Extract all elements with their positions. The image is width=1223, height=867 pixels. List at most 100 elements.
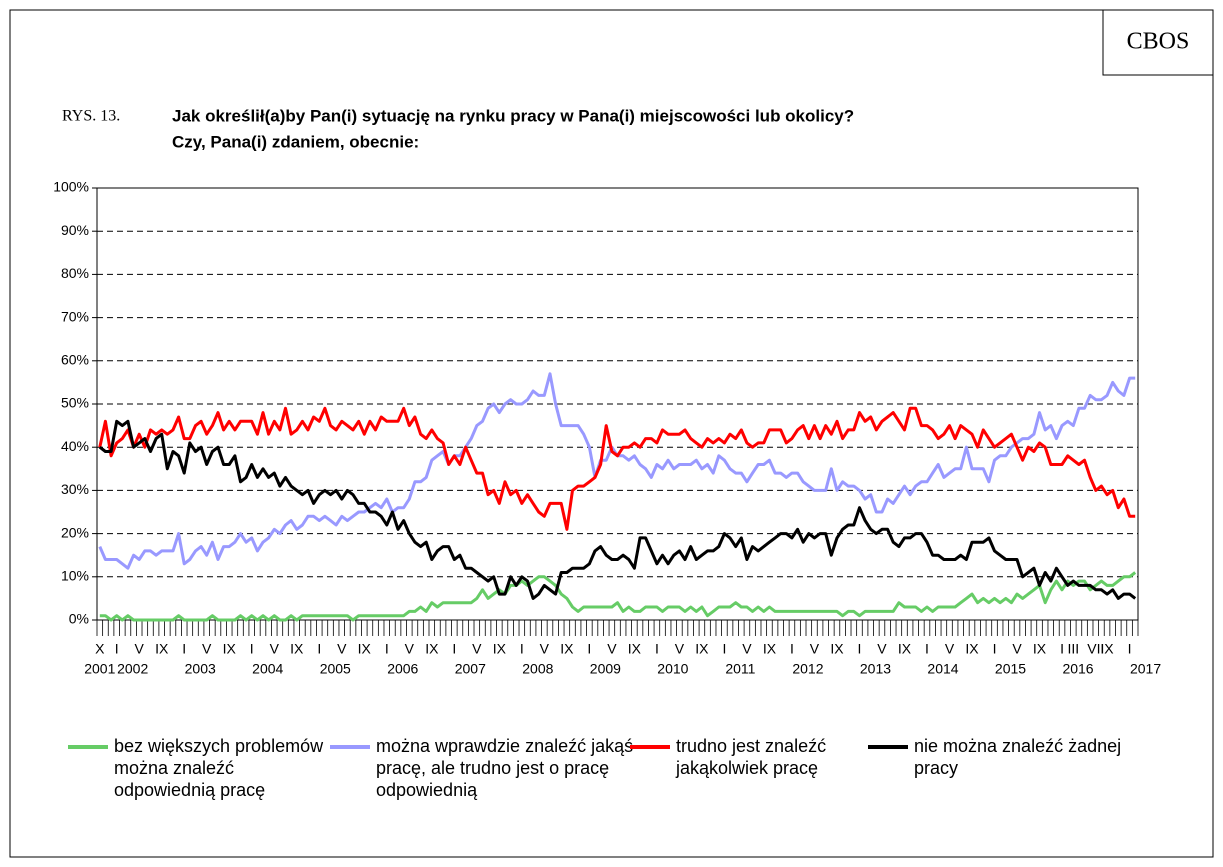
x-year-label: 2004 (252, 661, 283, 677)
x-tick-label: I (1128, 641, 1132, 657)
legend-item: nie można znaleźć żadnej pracy (868, 735, 1134, 779)
y-tick-label: 90% (61, 222, 89, 238)
y-tick-label: 0% (69, 611, 89, 627)
x-tick-label: IX (628, 641, 642, 657)
x-tick-label: X (95, 641, 105, 657)
x-year-label: 2006 (387, 661, 418, 677)
legend-item: trudno jest znaleźć jakąkolwiek pracę (630, 735, 906, 779)
x-tick-label: IX (493, 641, 507, 657)
x-tick-label: VII (1087, 641, 1104, 657)
x-tick-label: IX (898, 641, 912, 657)
x-year-label: 2014 (927, 661, 958, 677)
x-year-label: 2012 (792, 661, 823, 677)
x-tick-label: I (520, 641, 524, 657)
y-tick-label: 40% (61, 438, 89, 454)
y-tick-label: 50% (61, 395, 89, 411)
x-tick-label: I (790, 641, 794, 657)
x-tick-label: V (877, 641, 887, 657)
x-tick-label: I (115, 641, 119, 657)
legend-label: bez większych problemów można znaleźć od… (114, 736, 324, 800)
x-tick-label: I (858, 641, 862, 657)
x-tick-label: IX (1033, 641, 1047, 657)
y-tick-label: 80% (61, 265, 89, 281)
x-year-label: 2009 (590, 661, 621, 677)
x-tick-label: IX (358, 641, 372, 657)
legend-item: bez większych problemów można znaleźć od… (68, 735, 334, 801)
x-tick-label: V (810, 641, 820, 657)
x-tick-label: I (925, 641, 929, 657)
x-tick-label: I (722, 641, 726, 657)
chart-title: Jak określił(a)by Pan(i) sytuację na ryn… (172, 106, 854, 125)
chart-subtitle: Czy, Pana(i) zdaniem, obecnie: (172, 132, 419, 151)
plot-area (96, 187, 1139, 621)
x-tick-label: I (1060, 641, 1064, 657)
x-tick-label: I (385, 641, 389, 657)
x-tick-label: V (337, 641, 347, 657)
x-year-label: 2002 (117, 661, 148, 677)
x-tick-label: IX (223, 641, 237, 657)
x-tick-label: IX (155, 641, 169, 657)
x-tick-label: I (587, 641, 591, 657)
x-tick-label: V (1012, 641, 1022, 657)
y-tick-label: 30% (61, 481, 89, 497)
source-box (1102, 9, 1214, 76)
x-year-label: 2010 (657, 661, 688, 677)
x-year-label: 2011 (725, 661, 755, 677)
x-tick-label: V (675, 641, 685, 657)
x-tick-label: V (405, 641, 415, 657)
x-tick-label: IX (560, 641, 574, 657)
x-tick-label: IX (695, 641, 709, 657)
legend-swatch (868, 745, 908, 749)
x-tick-label: I (655, 641, 659, 657)
y-tick-label: 10% (61, 568, 89, 584)
legend-label: można wprawdzie znaleźć jakąś pracę, ale… (376, 736, 634, 800)
x-year-label: 2016 (1062, 661, 1093, 677)
y-tick-label: 70% (61, 308, 89, 324)
line-series (98, 419, 1137, 600)
source: CBOS (1127, 29, 1190, 55)
x-year-label: 2015 (995, 661, 1026, 677)
x-tick-label: IX (290, 641, 304, 657)
x-tick-label: III (1067, 641, 1079, 657)
figure-label: RYS. 13. (62, 108, 120, 125)
x-tick-label: I (452, 641, 456, 657)
x-tick-label: IX (965, 641, 979, 657)
x-tick-label: IX (763, 641, 777, 657)
line-series (99, 571, 1137, 622)
x-tick-label: IX (425, 641, 439, 657)
x-tick-label: V (742, 641, 752, 657)
x-year-label: 2013 (860, 661, 891, 677)
legend-label: nie można znaleźć żadnej pracy (914, 736, 1122, 778)
x-year-label: 2017 (1130, 661, 1161, 677)
x-tick-label: I (317, 641, 321, 657)
x-year-label: 2007 (455, 661, 486, 677)
legend-item: można wprawdzie znaleźć jakąś pracę, ale… (330, 735, 636, 801)
legend-swatch (330, 745, 370, 749)
x-tick-label: I (993, 641, 997, 657)
x-tick-label: I (182, 641, 186, 657)
x-tick-label: IX (830, 641, 844, 657)
legend-swatch (630, 745, 670, 749)
x-tick-label: IX (1100, 641, 1114, 657)
y-tick-label: 100% (53, 179, 89, 195)
x-year-label: 2001 (84, 661, 115, 677)
x-year-label: 2003 (185, 661, 216, 677)
legend-label: trudno jest znaleźć jakąkolwiek pracę (676, 736, 827, 778)
legend-swatch (68, 745, 108, 749)
y-tick-label: 20% (61, 524, 89, 540)
x-tick-label: V (135, 641, 145, 657)
frame (9, 9, 1214, 858)
x-tick-label: V (945, 641, 955, 657)
x-year-label: 2005 (320, 661, 351, 677)
line-series (98, 406, 1136, 531)
x-tick-label: V (540, 641, 550, 657)
y-tick-label: 60% (61, 352, 89, 368)
x-tick-label: I (250, 641, 254, 657)
x-tick-label: V (270, 641, 280, 657)
x-tick-label: V (202, 641, 212, 657)
x-tick-label: V (472, 641, 482, 657)
x-year-label: 2008 (522, 661, 553, 677)
x-tick-label: V (607, 641, 617, 657)
